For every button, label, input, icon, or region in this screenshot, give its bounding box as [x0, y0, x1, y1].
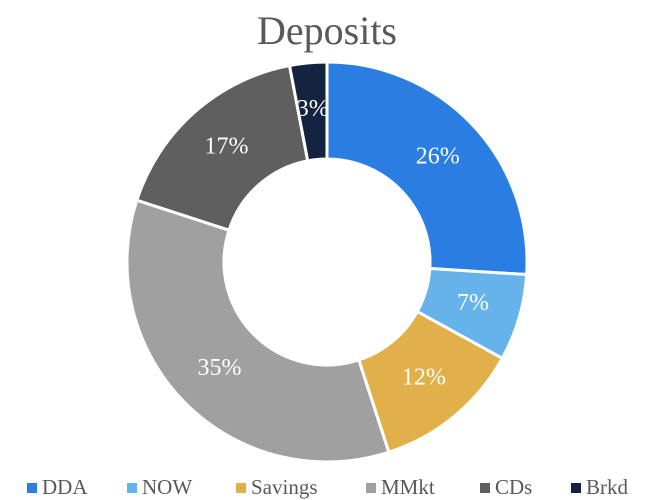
data-label: 17%: [204, 133, 248, 159]
data-label: 3%: [297, 96, 329, 122]
legend-label: Savings: [251, 475, 318, 499]
donut-segment: [325, 60, 529, 277]
donut-segment: [134, 63, 310, 233]
data-label: 7%: [457, 290, 489, 316]
donut-segment: [125, 198, 391, 464]
legend-swatch: [480, 483, 490, 493]
legend-swatch: [366, 483, 376, 493]
data-label: 35%: [198, 355, 242, 381]
data-label: 26%: [416, 143, 460, 169]
legend-label: Brkd: [586, 475, 629, 499]
legend-label: CDs: [495, 475, 532, 499]
legend-swatch: [27, 483, 37, 493]
donut-segment: [287, 60, 329, 163]
legend-label: DDA: [42, 475, 88, 499]
data-label: 12%: [402, 365, 446, 391]
legend-swatch: [571, 483, 581, 493]
legend-swatch: [236, 483, 246, 493]
legend-label: NOW: [142, 475, 192, 499]
legend-swatch: [127, 483, 137, 493]
chart-title: Deposits: [257, 8, 397, 53]
legend-label: MMkt: [381, 475, 435, 499]
